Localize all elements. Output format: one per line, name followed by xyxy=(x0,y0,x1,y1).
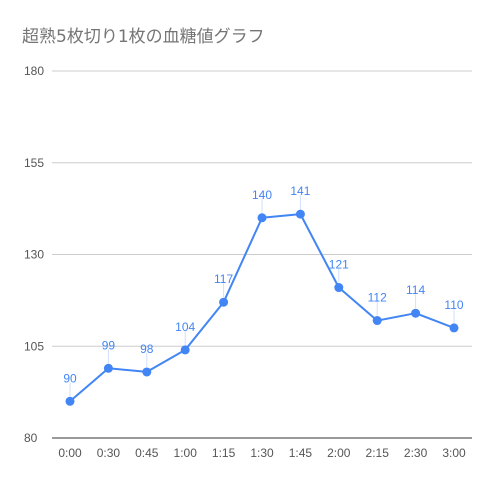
data-point xyxy=(219,297,229,307)
x-tick-label: 1:45 xyxy=(289,446,313,460)
data-label: 141 xyxy=(290,184,310,198)
x-tick-label: 1:15 xyxy=(212,446,236,460)
x-axis-ticks: 0:00 0:30 0:45 1:00 1:15 1:30 1:45 2:00 2:15 2:30… xyxy=(58,446,466,460)
data-label: 99 xyxy=(102,338,116,352)
y-axis-ticks: 80 105 130 155 180 xyxy=(24,64,44,445)
data-label: 114 xyxy=(406,283,425,297)
data-label: 110 xyxy=(444,298,463,312)
data-label: 112 xyxy=(368,291,387,305)
data-point xyxy=(257,213,267,223)
data-point xyxy=(180,345,190,355)
data-label: 117 xyxy=(214,272,233,286)
series-line xyxy=(69,213,455,403)
data-point xyxy=(372,316,382,326)
data-label: 104 xyxy=(175,320,195,334)
y-tick-label: 105 xyxy=(24,339,44,353)
y-tick-label: 180 xyxy=(24,64,44,78)
y-tick-label: 130 xyxy=(24,248,44,262)
x-tick-label: 0:00 xyxy=(58,446,82,460)
data-label: 121 xyxy=(329,258,349,272)
data-label: 98 xyxy=(140,342,154,356)
x-tick-label: 0:30 xyxy=(97,446,121,460)
x-tick-label: 2:15 xyxy=(366,446,390,460)
grid-lines xyxy=(52,70,472,439)
x-tick-label: 2:30 xyxy=(404,446,428,460)
y-tick-label: 155 xyxy=(24,156,44,170)
x-tick-label: 1:00 xyxy=(174,446,198,460)
y-tick-label: 80 xyxy=(24,431,38,445)
data-label: 90 xyxy=(63,371,77,385)
data-point xyxy=(295,209,305,219)
data-labels: 90 99 98 104 117 140 141 121 112 114 110 xyxy=(63,184,464,397)
data-label: 140 xyxy=(252,188,272,202)
data-point xyxy=(411,308,421,318)
data-point xyxy=(103,363,113,373)
data-point xyxy=(334,283,344,293)
data-point xyxy=(65,396,75,406)
data-point xyxy=(142,367,152,377)
x-tick-label: 0:45 xyxy=(135,446,159,460)
x-tick-label: 3:00 xyxy=(442,446,466,460)
series xyxy=(65,209,459,406)
x-tick-label: 2:00 xyxy=(327,446,351,460)
x-tick-label: 1:30 xyxy=(250,446,274,460)
data-point xyxy=(449,323,459,333)
chart-title: 超熟5枚切り1枚の血糖値グラフ xyxy=(22,27,265,47)
